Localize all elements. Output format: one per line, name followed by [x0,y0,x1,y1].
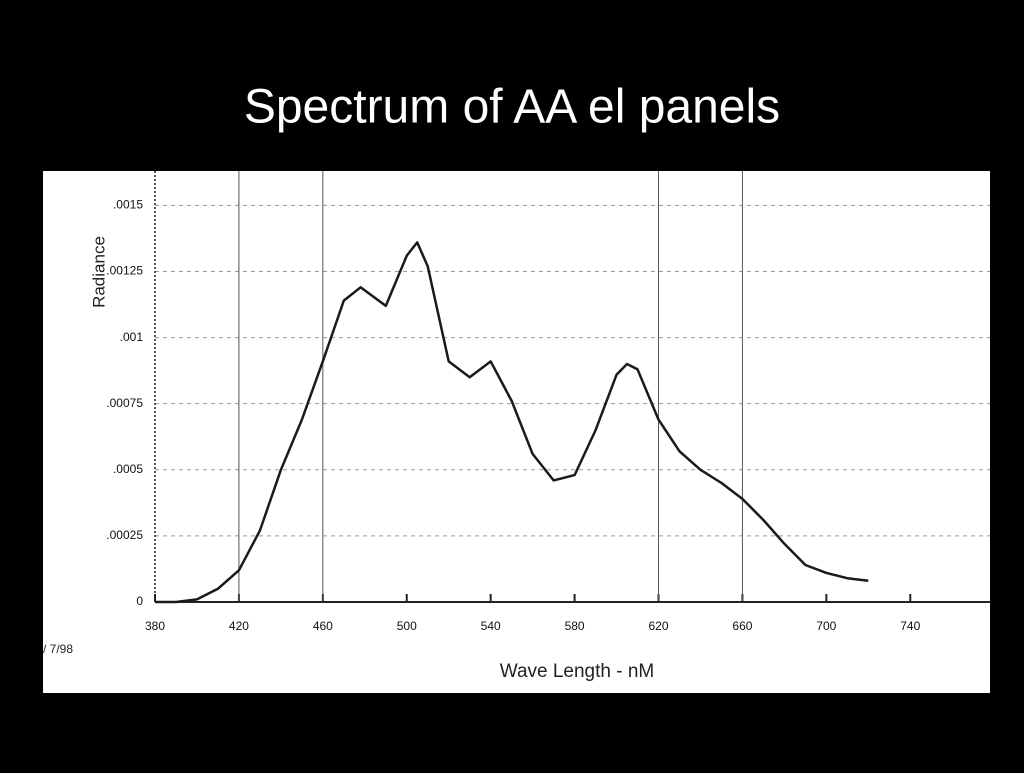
y-tick-label: .00125 [106,264,143,278]
x-tick-label: 580 [565,619,585,633]
y-axis-label: Radiance [89,236,108,308]
annotation: / 7/98 [43,642,73,656]
x-tick-label: 500 [397,619,417,633]
chart: 0 .00025 .0005 .00075 .001 .00125 .0015 380 420 4… [106,171,990,633]
x-tick-label: 620 [649,619,669,633]
y-tick-label: .00075 [106,396,143,410]
x-tick-label: 660 [732,619,752,633]
spectrum-line [155,241,869,604]
x-tick-label: 380 [145,619,165,633]
y-tick-label: .001 [120,330,144,344]
x-tick-label: 460 [313,619,333,633]
slide-title: Spectrum of AA el panels [244,81,780,134]
y-tick-label: .0005 [113,462,143,476]
x-tick-label: 700 [816,619,836,633]
chart-panel [43,171,990,693]
x-tick-label: 540 [481,619,501,633]
y-tick-label: .0015 [113,198,143,212]
x-tick-label: 740 [900,619,920,633]
x-axis-label: Wave Length - nM [500,661,655,682]
x-tick-label: 420 [229,619,249,633]
y-tick-label: .00025 [106,528,143,542]
y-tick-label: 0 [136,594,143,608]
